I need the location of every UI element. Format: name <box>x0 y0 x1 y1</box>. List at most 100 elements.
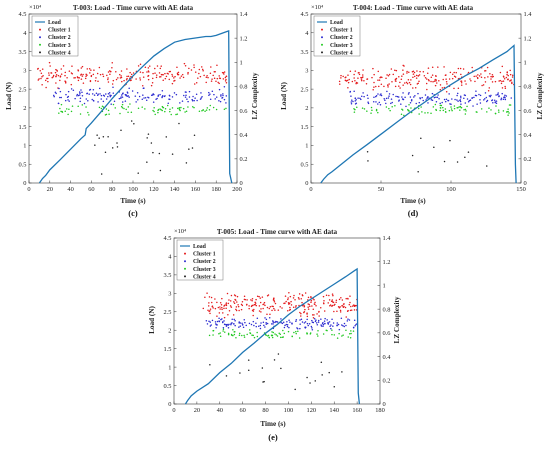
scatter-point <box>362 74 364 76</box>
chart-title: T-004: Load - Time curve with AE data <box>353 4 474 12</box>
scatter-point <box>322 333 325 335</box>
cluster-2-points <box>349 90 512 108</box>
scatter-point <box>216 320 219 323</box>
scatter-point <box>89 88 92 91</box>
scatter-point <box>358 73 361 76</box>
scatter-point <box>491 81 494 83</box>
scatter-point <box>238 332 241 335</box>
scatter-point <box>320 324 322 326</box>
scatter-point <box>230 323 232 326</box>
scatter-point <box>329 325 331 327</box>
scatter-point <box>327 321 329 324</box>
scatter-point <box>209 308 212 310</box>
scatter-point <box>322 302 325 304</box>
scatter-point <box>102 75 105 78</box>
scatter-point <box>234 324 236 327</box>
scatter-point <box>435 100 438 103</box>
scatter-point <box>256 331 258 334</box>
scatter-point <box>157 111 159 114</box>
scatter-point <box>341 305 343 307</box>
scatter-point <box>298 293 301 295</box>
scatter-point <box>263 324 265 327</box>
scatter-point <box>201 110 203 112</box>
scatter-point <box>225 95 228 97</box>
scatter-point <box>218 100 220 102</box>
scatter-point <box>199 98 202 100</box>
scatter-point <box>375 109 378 112</box>
scatter-point <box>308 303 310 306</box>
scatter-point <box>404 82 406 84</box>
scatter-point <box>507 108 509 110</box>
scatter-point <box>502 80 505 82</box>
scatter-point <box>379 104 382 106</box>
scatter-point <box>184 111 186 113</box>
scatter-point <box>482 84 485 86</box>
scatter-point <box>65 93 67 96</box>
scatter-point <box>412 76 414 78</box>
scatter-point <box>500 97 503 99</box>
scatter-point <box>511 74 514 77</box>
y-tick-label: 2.5 <box>301 86 309 93</box>
scatter-point <box>495 94 497 96</box>
scatter-point <box>458 106 460 108</box>
scatter-point <box>473 75 475 78</box>
scatter-point <box>506 73 508 76</box>
scatter-point <box>185 94 187 97</box>
scatter-point <box>370 112 372 114</box>
scatter-point <box>255 298 257 301</box>
scatter-point <box>279 333 282 336</box>
scatter-point <box>394 78 397 81</box>
y-tick-label: 1.5 <box>301 124 309 131</box>
scatter-point <box>244 298 247 301</box>
scatter-point <box>134 95 137 97</box>
scatter-point <box>295 320 297 323</box>
scatter-point <box>232 314 235 316</box>
scatter-point <box>85 98 88 100</box>
scatter-point <box>439 84 442 86</box>
scatter-point <box>413 96 415 98</box>
scatter-point <box>379 94 381 96</box>
scatter-point <box>112 103 115 106</box>
scatter-point <box>96 72 99 75</box>
scatter-point <box>223 305 225 307</box>
scatter-point <box>62 65 65 67</box>
scatter-point <box>190 69 193 71</box>
scatter-point <box>125 79 128 81</box>
scatter-point <box>287 310 289 312</box>
scatter-point <box>126 77 128 80</box>
y-tick-label: 3 <box>305 68 308 75</box>
scatter-point <box>317 321 320 323</box>
scatter-point <box>457 87 460 90</box>
scatter-point <box>164 95 166 97</box>
scatter-point <box>301 321 304 323</box>
scatter-point <box>68 100 70 102</box>
scatter-point <box>225 325 228 327</box>
scatter-point <box>387 97 390 99</box>
scatter-point <box>175 93 178 96</box>
cluster-2-points <box>205 317 358 331</box>
scatter-point <box>96 134 98 136</box>
scatter-point <box>418 113 420 115</box>
scatter-point <box>378 101 381 104</box>
scatter-point <box>142 94 144 96</box>
scatter-point <box>79 113 82 115</box>
scatter-point <box>156 65 159 67</box>
scatter-point <box>264 304 266 307</box>
scatter-point <box>201 66 203 68</box>
scatter-point <box>235 306 238 308</box>
scatter-point <box>181 100 184 102</box>
scatter-point <box>511 81 513 83</box>
scatter-point <box>225 81 228 84</box>
scatter-point <box>391 101 393 104</box>
scatter-point <box>303 305 306 307</box>
scatter-point <box>230 333 233 336</box>
scatter-point <box>160 65 162 67</box>
legend-entry: Cluster 4 <box>330 50 353 56</box>
scatter-point <box>252 314 254 317</box>
scatter-point <box>236 301 238 303</box>
scatter-point <box>480 76 483 78</box>
scatter-point <box>313 314 315 316</box>
scatter-point <box>171 107 174 109</box>
scatter-point <box>234 294 237 297</box>
scatter-point <box>180 106 182 109</box>
